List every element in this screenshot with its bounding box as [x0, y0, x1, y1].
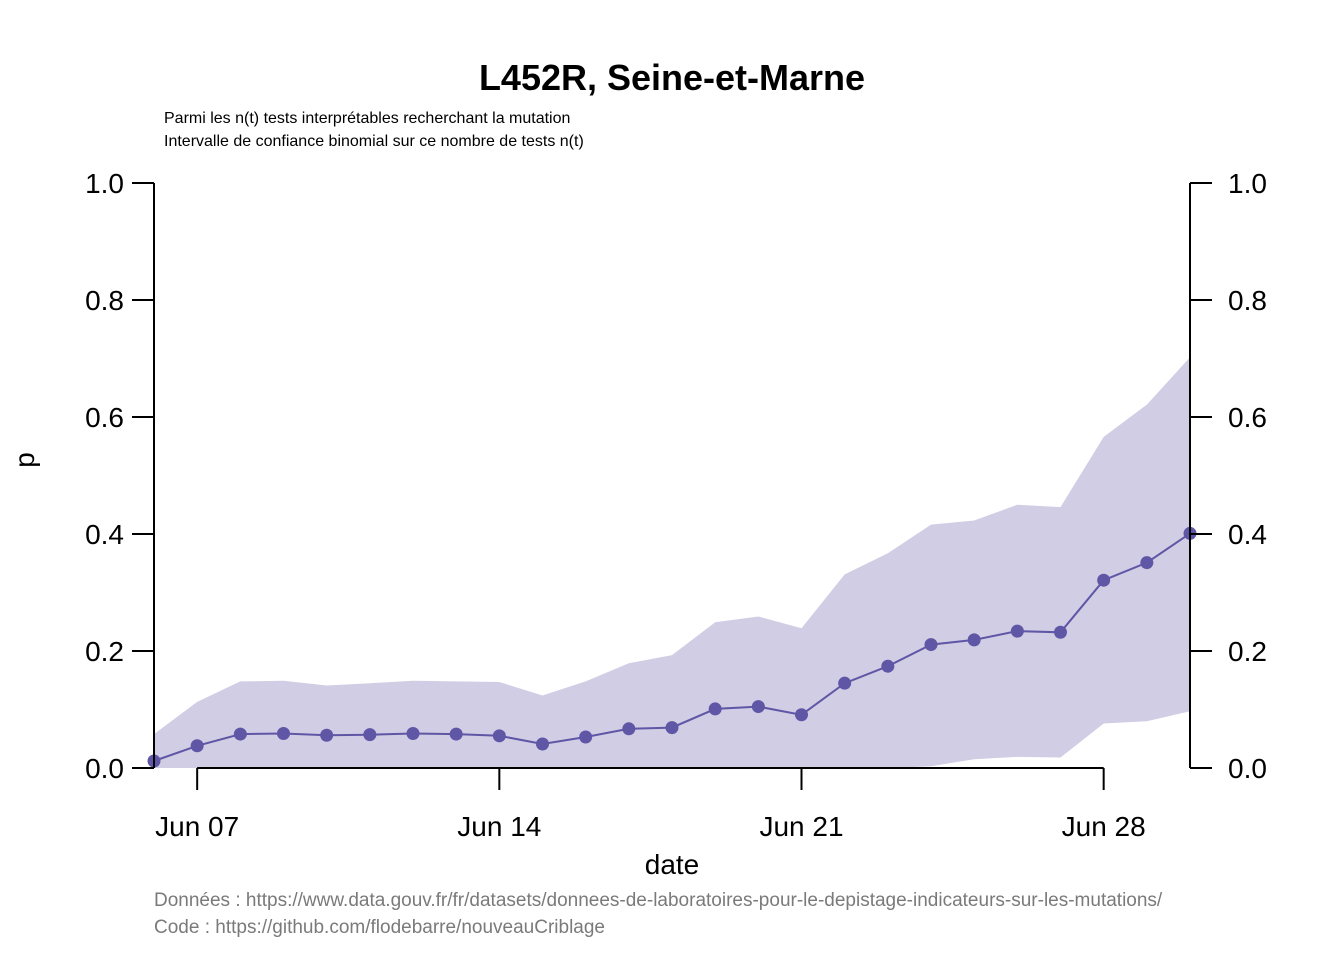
- data-point: [406, 726, 420, 740]
- data-point: [708, 702, 722, 716]
- y-tick-label-left: 0.4: [85, 519, 124, 550]
- y-tick-label-left: 0.2: [85, 636, 124, 667]
- data-point: [1140, 556, 1154, 570]
- x-axis: Jun 07 Jun 14 Jun 21 Jun 28: [155, 767, 1146, 842]
- y-tick-label-right: 0.4: [1228, 519, 1267, 550]
- data-point: [1054, 625, 1067, 639]
- chart-subtitle-line-2: Intervalle de confiance binomial sur ce …: [164, 133, 584, 150]
- data-point: [320, 728, 334, 742]
- data-point: [363, 728, 377, 742]
- x-tick-label: Jun 14: [457, 811, 541, 842]
- data-point: [622, 722, 636, 736]
- caption-data-source: Données : https://www.data.gouv.fr/fr/da…: [154, 890, 1163, 911]
- plot-area: [147, 357, 1197, 768]
- chart-subtitle-line-1: Parmi les n(t) tests interprétables rech…: [164, 110, 570, 127]
- y-tick-label-right: 1.0: [1228, 168, 1267, 199]
- data-point: [751, 700, 765, 714]
- data-point: [1010, 624, 1024, 638]
- data-point: [665, 721, 679, 735]
- data-point: [277, 726, 290, 740]
- caption-code-source: Code : https://github.com/flodebarre/nou…: [154, 917, 605, 938]
- y-axis-right: 0.0 0.2 0.4 0.6 0.8 1.0: [1189, 168, 1267, 784]
- data-point: [924, 638, 938, 652]
- y-tick-label-right: 0.6: [1228, 402, 1267, 433]
- data-point: [967, 633, 981, 647]
- y-tick-label-right: 0.0: [1228, 753, 1267, 784]
- data-point: [838, 676, 852, 690]
- data-point: [795, 708, 808, 722]
- data-point: [536, 737, 549, 751]
- chart-title: L452R, Seine-et-Marne: [479, 57, 865, 98]
- data-point: [881, 659, 895, 673]
- y-tick-label-left: 0.8: [85, 285, 124, 316]
- data-point: [1097, 573, 1111, 587]
- y-tick-label-left: 0.6: [85, 402, 124, 433]
- data-point: [190, 739, 204, 753]
- data-point: [492, 729, 506, 743]
- y-axis-label: p: [9, 452, 40, 468]
- y-axis-left: 0.0 0.2 0.4 0.6 0.8 1.0: [85, 168, 155, 784]
- y-tick-label-right: 0.8: [1228, 285, 1267, 316]
- y-tick-label-right: 0.2: [1228, 636, 1267, 667]
- data-point: [449, 727, 463, 741]
- y-tick-label-left: 1.0: [85, 168, 124, 199]
- confidence-band: [154, 357, 1190, 768]
- x-tick-label: Jun 21: [759, 811, 843, 842]
- x-axis-label: date: [645, 849, 700, 880]
- series-points: [147, 526, 1197, 768]
- data-point: [579, 730, 593, 744]
- x-tick-label: Jun 28: [1062, 811, 1146, 842]
- data-point: [233, 727, 247, 741]
- x-tick-label: Jun 07: [155, 811, 239, 842]
- y-tick-label-left: 0.0: [85, 753, 124, 784]
